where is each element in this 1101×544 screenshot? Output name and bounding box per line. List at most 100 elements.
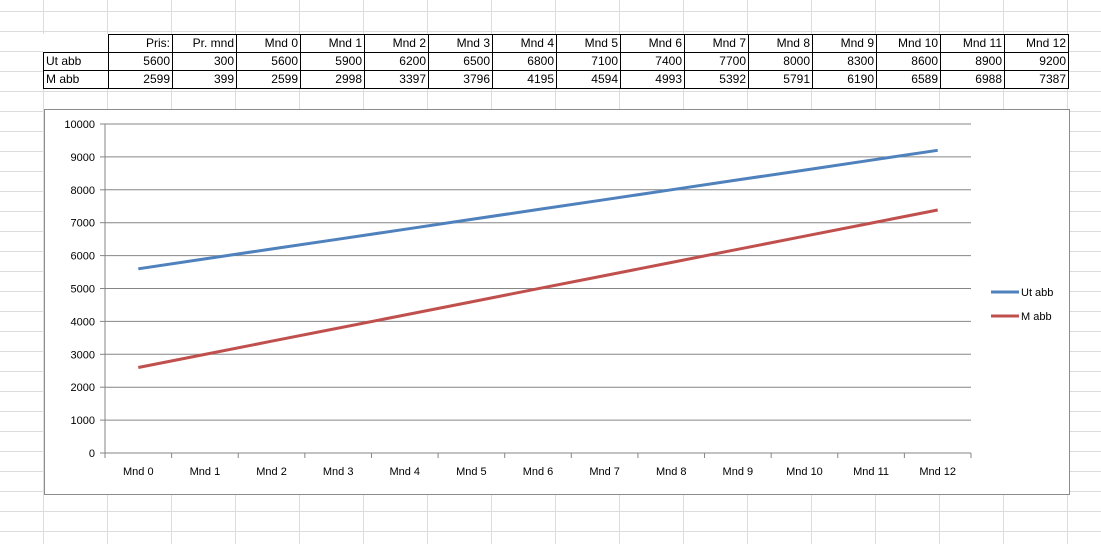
value-cell[interactable]: 6190 <box>812 70 877 89</box>
value-cell[interactable]: 3796 <box>428 70 493 89</box>
value-cell[interactable]: 8900 <box>940 52 1005 71</box>
value-cell[interactable]: 5791 <box>748 70 813 89</box>
value-cell[interactable]: 4195 <box>492 70 557 89</box>
data-point <box>203 353 206 356</box>
value-cell[interactable]: 2998 <box>300 70 365 89</box>
data-table: Pris: Pr. mnd Mnd 0 Mnd 1 Mnd 2 Mnd 3 Mnd 4 Mnd… <box>43 34 1069 89</box>
data-point <box>936 149 939 152</box>
y-tick-label: 6000 <box>71 251 95 263</box>
value-cell[interactable]: 5600 <box>236 52 301 71</box>
header-cell[interactable]: Mnd 12 <box>1004 34 1069 53</box>
y-tick-label: 9000 <box>71 152 95 164</box>
data-point <box>870 159 873 162</box>
value-cell[interactable]: 4594 <box>556 70 621 89</box>
x-tick-label: Mnd 3 <box>323 466 354 478</box>
data-point <box>603 198 606 201</box>
table-header-row: Pris: Pr. mnd Mnd 0 Mnd 1 Mnd 2 Mnd 3 Mnd 4 Mnd… <box>43 34 1069 53</box>
header-cell[interactable]: Mnd 5 <box>556 34 621 53</box>
y-tick-label: 8000 <box>71 185 95 197</box>
header-cell[interactable]: Mnd 9 <box>812 34 877 53</box>
value-cell[interactable]: 2599 <box>108 70 173 89</box>
data-point <box>736 178 739 181</box>
legend-label: Ut abb <box>1021 287 1053 299</box>
value-cell[interactable]: 5900 <box>300 52 365 71</box>
value-cell[interactable]: 7400 <box>620 52 685 71</box>
data-point <box>670 261 673 264</box>
value-cell[interactable]: 8300 <box>812 52 877 71</box>
x-tick-label: Mnd 1 <box>190 466 221 478</box>
data-point <box>537 208 540 211</box>
y-tick-label: 10000 <box>64 119 95 131</box>
header-cell[interactable]: Mnd 3 <box>428 34 493 53</box>
series-line-1 <box>138 208 938 369</box>
x-tick-label: Mnd 9 <box>723 466 754 478</box>
header-cell[interactable]: Mnd 2 <box>364 34 429 53</box>
x-tick-label: Mnd 4 <box>389 466 420 478</box>
y-tick-label: 3000 <box>71 349 95 361</box>
corner-cell[interactable] <box>43 34 109 53</box>
data-point <box>803 235 806 238</box>
table-row: Ut abb 5600 300 5600 5900 6200 6500 6800 7100 740… <box>43 52 1069 71</box>
x-tick-label: Mnd 10 <box>786 466 823 478</box>
table-row: M abb 2599 399 2599 2998 3397 3796 4195 4594 4993… <box>43 70 1069 89</box>
value-cell[interactable]: 5392 <box>684 70 749 89</box>
value-cell[interactable]: 6589 <box>876 70 941 89</box>
header-cell[interactable]: Mnd 11 <box>940 34 1005 53</box>
x-tick-label: Mnd 5 <box>456 466 487 478</box>
value-cell[interactable]: 7100 <box>556 52 621 71</box>
header-cell[interactable]: Mnd 8 <box>748 34 813 53</box>
data-point <box>403 313 406 316</box>
data-point <box>137 267 140 270</box>
data-point <box>537 287 540 290</box>
value-cell[interactable]: 7387 <box>1004 70 1069 89</box>
value-cell[interactable]: 300 <box>172 52 237 71</box>
data-point <box>470 300 473 303</box>
data-point <box>803 169 806 172</box>
header-cell[interactable]: Mnd 7 <box>684 34 749 53</box>
data-point <box>670 188 673 191</box>
chart-canvas: 0 1000 2000 3000 4000 5000 6000 7000 8000 9000 100… <box>64 119 1053 478</box>
row-label-cell[interactable]: M abb <box>43 70 109 89</box>
legend-label: M abb <box>1021 311 1052 323</box>
value-cell[interactable]: 6500 <box>428 52 493 71</box>
value-cell[interactable]: 8000 <box>748 52 813 71</box>
data-point <box>337 238 340 241</box>
data-point <box>270 340 273 343</box>
x-tick-label: Mnd 7 <box>589 466 620 478</box>
header-cell[interactable]: Pris: <box>108 34 173 53</box>
y-tick-label: 0 <box>89 448 95 460</box>
value-cell[interactable]: 9200 <box>1004 52 1069 71</box>
header-cell[interactable]: Mnd 1 <box>300 34 365 53</box>
value-cell[interactable]: 6800 <box>492 52 557 71</box>
header-cell[interactable]: Mnd 10 <box>876 34 941 53</box>
data-point <box>270 248 273 251</box>
value-cell[interactable]: 3397 <box>364 70 429 89</box>
value-cell[interactable]: 7700 <box>684 52 749 71</box>
data-point <box>470 218 473 221</box>
value-cell[interactable]: 6988 <box>940 70 1005 89</box>
y-tick-label: 5000 <box>71 284 95 296</box>
x-tick-label: Mnd 6 <box>523 466 554 478</box>
y-tick-label: 1000 <box>71 415 95 427</box>
y-tick-label: 4000 <box>71 316 95 328</box>
value-cell[interactable]: 5600 <box>108 52 173 71</box>
data-point <box>736 248 739 251</box>
value-cell[interactable]: 2599 <box>236 70 301 89</box>
header-cell[interactable]: Pr. mnd <box>172 34 237 53</box>
line-chart[interactable]: 0 1000 2000 3000 4000 5000 6000 7000 8000 9000 100… <box>44 109 1070 495</box>
series-line-0 <box>138 148 938 271</box>
data-point <box>936 208 939 211</box>
x-tick-label: Mnd 11 <box>853 466 889 478</box>
header-cell[interactable]: Mnd 4 <box>492 34 557 53</box>
row-label-cell[interactable]: Ut abb <box>43 52 109 71</box>
y-tick-label: 2000 <box>71 382 95 394</box>
data-point <box>603 274 606 277</box>
data-point <box>403 228 406 231</box>
value-cell[interactable]: 6200 <box>364 52 429 71</box>
value-cell[interactable]: 399 <box>172 70 237 89</box>
value-cell[interactable]: 8600 <box>876 52 941 71</box>
header-cell[interactable]: Mnd 0 <box>236 34 301 53</box>
header-cell[interactable]: Mnd 6 <box>620 34 685 53</box>
value-cell[interactable]: 4993 <box>620 70 685 89</box>
data-point <box>137 366 140 369</box>
